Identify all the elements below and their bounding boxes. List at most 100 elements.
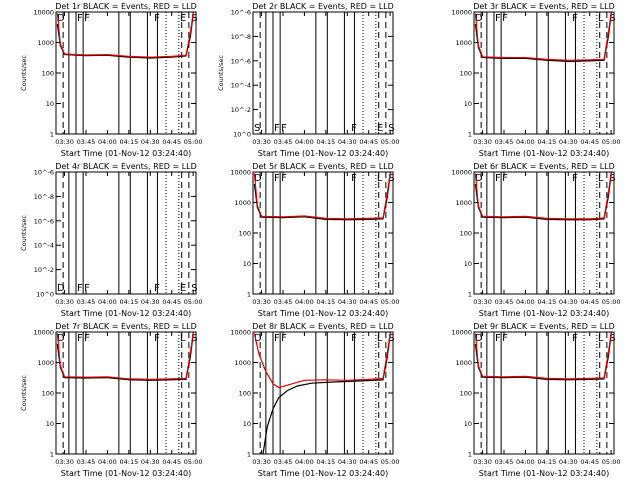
flag-label: F: [154, 13, 160, 24]
flag-label: F: [572, 173, 578, 184]
y-tick-label: 10000: [33, 9, 54, 17]
flag-label: E: [377, 123, 383, 134]
flag-label: D: [57, 333, 65, 344]
y-tick-label: 1000: [455, 39, 472, 47]
y-tick-label: 10^-6: [231, 9, 251, 17]
chart-title: Det 4r BLACK = Events, RED = LLD: [55, 162, 197, 171]
chart-panel-6: Det 6r BLACK = Events, RED = LLD Start Ti…: [451, 162, 620, 318]
flag-label: D: [57, 13, 65, 24]
x-axis-label: Start Time (01-Nov-12 03:24:40): [479, 309, 609, 318]
x-tick-label: 05:00: [184, 138, 203, 146]
plot-frame: [55, 331, 197, 455]
y-tick-label: 1: [468, 131, 472, 139]
flag-label: F: [495, 13, 501, 24]
y-tick-label: 10: [464, 420, 472, 428]
flag-label: F: [351, 333, 357, 344]
x-tick-label: 03:30: [473, 298, 492, 306]
x-tick-label: 05:00: [184, 458, 203, 466]
flag-label: F: [154, 283, 160, 294]
flag-label: F: [84, 333, 90, 344]
y-tick-label: 10^-8: [231, 33, 251, 41]
flag-label: F: [495, 333, 501, 344]
flag-label: S: [388, 123, 394, 134]
x-tick-label: 04:00: [98, 458, 117, 466]
x-tick-label: 03:30: [55, 458, 74, 466]
data-series-2: [253, 333, 391, 389]
flag-label: D: [475, 13, 483, 24]
flag-label: S: [609, 173, 615, 184]
x-tick-label: 05:00: [184, 298, 203, 306]
y-tick-label: 10^-4: [231, 82, 251, 90]
x-tick-label: 03:45: [495, 458, 514, 466]
flag-label: S: [388, 173, 394, 184]
x-tick-label: 04:45: [580, 298, 599, 306]
x-tick-label: 04:30: [559, 298, 578, 306]
chart-panel-5: Det 5r BLACK = Events, RED = LLD Start Ti…: [230, 162, 399, 318]
chart-title: Det 8r BLACK = Events, RED = LLD: [252, 322, 394, 331]
data-series-2: [253, 173, 391, 220]
flag-label: D: [475, 173, 483, 184]
y-tick-label: 10000: [33, 329, 54, 337]
x-tick-label: 03:45: [77, 138, 96, 146]
x-tick-label: 04:15: [537, 298, 556, 306]
x-tick-label: 04:30: [141, 298, 160, 306]
y-tick-label: 10^-6: [34, 217, 54, 225]
y-tick-label: 1: [247, 291, 251, 299]
y-tick-label: 10000: [230, 329, 251, 337]
y-tick-label: 100: [460, 230, 472, 238]
y-tick-label: 10: [464, 100, 472, 108]
plot-frame: [473, 331, 615, 455]
chart-title: Det 1r BLACK = Events, RED = LLD: [55, 2, 197, 11]
x-tick-label: 04:30: [141, 138, 160, 146]
y-tick-label: 10000: [451, 329, 472, 337]
x-tick-label: 03:30: [473, 458, 492, 466]
x-tick-label: 04:15: [537, 458, 556, 466]
x-tick-label: 05:00: [381, 138, 400, 146]
flag-label: F: [281, 123, 287, 134]
plot-frame: [55, 11, 197, 135]
x-tick-label: 03:30: [252, 298, 271, 306]
y-axis-label: Counts/sec: [20, 215, 28, 251]
y-tick-label: 1: [247, 451, 251, 459]
x-axis-label: Start Time (01-Nov-12 03:24:40): [258, 149, 388, 158]
chart-panel-2: Det 2r BLACK = Events, RED = LLD Start Ti…: [217, 2, 400, 158]
chart-title: Det 3r BLACK = Events, RED = LLD: [473, 2, 615, 11]
x-tick-label: 05:00: [602, 138, 621, 146]
flag-label: E: [180, 283, 186, 294]
x-tick-label: 03:30: [55, 138, 74, 146]
x-tick-label: 04:30: [559, 138, 578, 146]
x-tick-label: 04:15: [537, 138, 556, 146]
chart-panel-1: Det 1r BLACK = Events, RED = LLD Start Ti…: [20, 2, 203, 158]
chart-title: Det 9r BLACK = Events, RED = LLD: [473, 322, 615, 331]
chart-panel-3: Det 3r BLACK = Events, RED = LLD Start Ti…: [451, 2, 620, 158]
flag-label: F: [77, 283, 83, 294]
y-tick-label: 10^-6: [231, 57, 251, 65]
x-tick-label: 04:00: [98, 138, 117, 146]
x-tick-label: 04:00: [516, 298, 535, 306]
y-axis-label: Counts/sec: [20, 55, 28, 91]
x-tick-label: 03:45: [495, 298, 514, 306]
flag-label: F: [281, 173, 287, 184]
flag-label: S: [191, 333, 197, 344]
y-tick-label: 100: [239, 230, 251, 238]
x-axis-label: Start Time (01-Nov-12 03:24:40): [479, 469, 609, 478]
y-tick-label: 1000: [37, 39, 54, 47]
x-tick-label: 05:00: [602, 298, 621, 306]
flag-label: F: [572, 333, 578, 344]
y-tick-label: 1: [50, 451, 54, 459]
flag-label: L: [377, 333, 383, 344]
x-axis-label: Start Time (01-Nov-12 03:24:40): [61, 469, 191, 478]
x-tick-label: 04:00: [98, 298, 117, 306]
x-tick-label: 04:30: [338, 138, 357, 146]
x-axis-label: Start Time (01-Nov-12 03:24:40): [61, 149, 191, 158]
y-tick-label: 10^-8: [34, 193, 54, 201]
flag-label: F: [572, 13, 578, 24]
flag-label: L: [377, 173, 383, 184]
y-axis-label: Counts/sec: [20, 375, 28, 411]
x-tick-label: 05:00: [381, 298, 400, 306]
chart-panel-4: Det 4r BLACK = Events, RED = LLD Start Ti…: [20, 162, 203, 318]
flag-label: D: [57, 283, 65, 294]
data-series-2: [474, 173, 612, 220]
x-tick-label: 03:45: [274, 138, 293, 146]
